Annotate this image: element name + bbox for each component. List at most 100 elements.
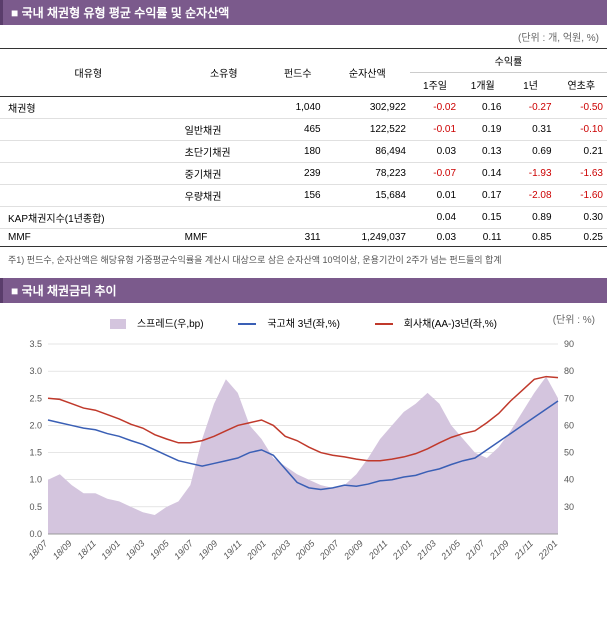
svg-text:22/01: 22/01 <box>536 538 560 562</box>
cell-nav: 15,684 <box>325 185 410 207</box>
chart-container: 스프레드(우,bp) 국고채 3년(좌,%) 회사채(AA-)3년(좌,%) (… <box>0 303 607 583</box>
legend-spread: 스프레드(우,bp) <box>137 319 204 330</box>
svg-text:90: 90 <box>564 339 574 349</box>
cell-nav: 1,249,037 <box>325 229 410 247</box>
cell-r1m: 0.17 <box>460 185 505 207</box>
svg-text:3.0: 3.0 <box>29 366 42 376</box>
svg-text:0.0: 0.0 <box>29 529 42 539</box>
cell-cat1 <box>0 141 177 163</box>
svg-text:19/09: 19/09 <box>196 538 219 561</box>
cell-cat1: MMF <box>0 229 177 247</box>
th-returns-group: 수익률 <box>410 49 607 73</box>
kgb-swatch <box>238 323 256 325</box>
cell-rytd: 0.21 <box>556 141 607 163</box>
table-row: 초단기채권18086,4940.030.130.690.21 <box>0 141 607 163</box>
cell-r1y: 0.89 <box>506 207 556 229</box>
chart-svg: 0.00.51.01.52.02.53.03.53040506070809018… <box>8 334 598 574</box>
table-row: 우량채권15615,6840.010.17-2.08-1.60 <box>0 185 607 207</box>
svg-text:20/03: 20/03 <box>269 538 293 562</box>
chart-unit: (단위 : %) <box>553 311 595 326</box>
cell-r1y: -1.93 <box>506 163 556 185</box>
cell-r1w: 0.03 <box>410 229 460 247</box>
th-nav: 순자산액 <box>325 49 410 97</box>
table-section-title: 국내 채권형 유형 평균 수익률 및 순자산액 <box>0 0 607 25</box>
cell-cat1: 채권형 <box>0 97 177 119</box>
cell-nav: 86,494 <box>325 141 410 163</box>
svg-text:1.5: 1.5 <box>29 448 42 458</box>
svg-text:21/11: 21/11 <box>512 538 535 561</box>
cell-r1y: 0.69 <box>506 141 556 163</box>
table-footnote: 주1) 펀드수, 순자산액은 해당유형 가중평균수익률을 계산시 대상으로 삼은… <box>0 247 607 278</box>
cell-r1m: 0.14 <box>460 163 505 185</box>
cell-r1w: -0.02 <box>410 97 460 119</box>
svg-text:20/07: 20/07 <box>317 538 341 562</box>
cell-cat2: 일반채권 <box>177 119 271 141</box>
svg-text:30: 30 <box>564 502 574 512</box>
cell-rytd: -1.60 <box>556 185 607 207</box>
svg-text:1.0: 1.0 <box>29 475 42 485</box>
chart-legend: 스프레드(우,bp) 국고채 3년(좌,%) 회사채(AA-)3년(좌,%) <box>8 311 599 334</box>
svg-text:21/07: 21/07 <box>463 538 487 562</box>
cell-r1y: 0.31 <box>506 119 556 141</box>
cell-nav <box>325 207 410 229</box>
cell-cat2: 중기채권 <box>177 163 271 185</box>
cell-funds: 311 <box>271 229 325 247</box>
cell-cat2 <box>177 97 271 119</box>
cell-r1m: 0.11 <box>460 229 505 247</box>
svg-text:19/01: 19/01 <box>99 538 122 561</box>
svg-text:21/09: 21/09 <box>487 538 511 562</box>
svg-text:19/07: 19/07 <box>172 538 196 562</box>
table-row: 일반채권465122,522-0.010.190.31-0.10 <box>0 119 607 141</box>
svg-text:20/05: 20/05 <box>293 538 317 562</box>
svg-text:0.5: 0.5 <box>29 502 42 512</box>
legend-corp: 회사채(AA-)3년(좌,%) <box>404 319 497 330</box>
table-unit: (단위 : 개, 억원, %) <box>0 25 607 48</box>
th-r1y: 1년 <box>506 73 556 97</box>
cell-rytd: 0.30 <box>556 207 607 229</box>
cell-r1m: 0.15 <box>460 207 505 229</box>
table-row: 중기채권23978,223-0.070.14-1.93-1.63 <box>0 163 607 185</box>
svg-text:19/11: 19/11 <box>221 538 244 561</box>
cell-r1m: 0.19 <box>460 119 505 141</box>
returns-table: 대유형 소유형 펀드수 순자산액 수익률 1주일 1개월 1년 연초후 채권형1… <box>0 48 607 247</box>
cell-nav: 302,922 <box>325 97 410 119</box>
svg-text:18/11: 18/11 <box>75 538 98 561</box>
table-row: KAP채권지수(1년종합) 0.040.150.890.30 <box>0 207 607 229</box>
cell-nav: 78,223 <box>325 163 410 185</box>
th-r1m: 1개월 <box>460 73 505 97</box>
cell-funds: 1,040 <box>271 97 325 119</box>
svg-text:3.5: 3.5 <box>29 339 42 349</box>
cell-r1m: 0.16 <box>460 97 505 119</box>
svg-text:20/09: 20/09 <box>341 538 365 562</box>
cell-cat1: KAP채권지수(1년종합) <box>0 207 177 229</box>
cell-cat2: 우량채권 <box>177 185 271 207</box>
cell-r1w: -0.01 <box>410 119 460 141</box>
legend-kgb: 국고채 3년(좌,%) <box>267 319 340 330</box>
svg-text:18/09: 18/09 <box>51 538 74 561</box>
cell-rytd: -0.50 <box>556 97 607 119</box>
svg-text:21/03: 21/03 <box>414 538 438 562</box>
th-r1w: 1주일 <box>410 73 460 97</box>
svg-text:70: 70 <box>564 393 574 403</box>
svg-text:20/01: 20/01 <box>244 538 268 562</box>
cell-rytd: -1.63 <box>556 163 607 185</box>
svg-text:19/03: 19/03 <box>124 538 147 561</box>
svg-text:60: 60 <box>564 420 574 430</box>
cell-cat1 <box>0 163 177 185</box>
cell-r1w: 0.04 <box>410 207 460 229</box>
svg-text:80: 80 <box>564 366 574 376</box>
cell-cat2: MMF <box>177 229 271 247</box>
svg-text:21/05: 21/05 <box>439 538 463 562</box>
cell-funds: 239 <box>271 163 325 185</box>
cell-funds: 465 <box>271 119 325 141</box>
svg-text:40: 40 <box>564 475 574 485</box>
cell-cat2 <box>177 207 271 229</box>
th-cat2: 소유형 <box>177 49 271 97</box>
cell-cat1 <box>0 185 177 207</box>
svg-text:2.5: 2.5 <box>29 393 42 403</box>
cell-funds: 180 <box>271 141 325 163</box>
svg-text:21/01: 21/01 <box>390 538 414 562</box>
th-funds: 펀드수 <box>271 49 325 97</box>
svg-text:2.0: 2.0 <box>29 420 42 430</box>
cell-r1w: -0.07 <box>410 163 460 185</box>
